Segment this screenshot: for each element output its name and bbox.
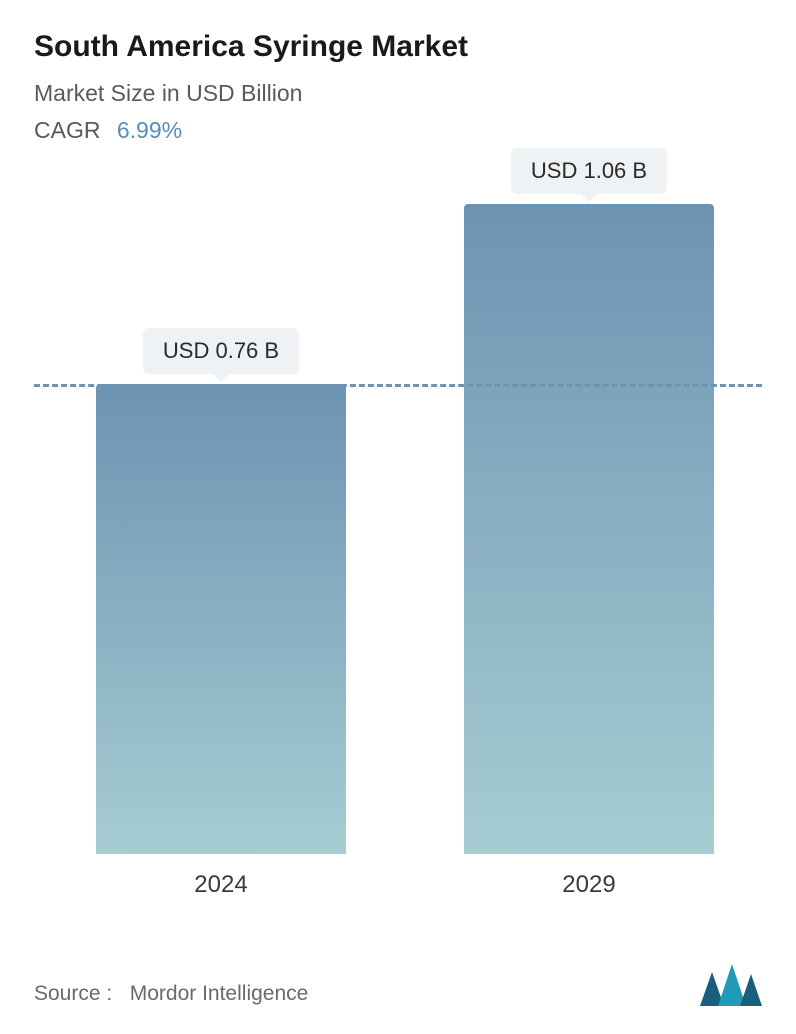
chart-title: South America Syringe Market [34,30,762,64]
value-badge: USD 1.06 B [511,148,667,194]
chart-subtitle: Market Size in USD Billion [34,80,762,107]
x-axis-label: 2024 [96,871,346,899]
cagr-value: 6.99% [117,117,182,143]
footer: Source : Mordor Intelligence [34,964,762,1006]
bar-group: USD 0.76 B [96,384,346,854]
bar [96,384,346,854]
reference-line [34,384,762,387]
chart-area: USD 0.76 B 2024 USD 1.06 B 2029 [34,194,762,914]
value-badge: USD 0.76 B [143,328,299,374]
cagr-label: CAGR [34,117,100,143]
x-axis-label: 2029 [464,871,714,899]
cagr-row: CAGR 6.99% [34,117,762,144]
source-value: Mordor Intelligence [130,982,309,1005]
bar [464,204,714,854]
source-text: Source : Mordor Intelligence [34,982,308,1006]
bar-group: USD 1.06 B [464,204,714,854]
brand-logo-icon [700,964,762,1006]
source-label: Source : [34,982,112,1005]
